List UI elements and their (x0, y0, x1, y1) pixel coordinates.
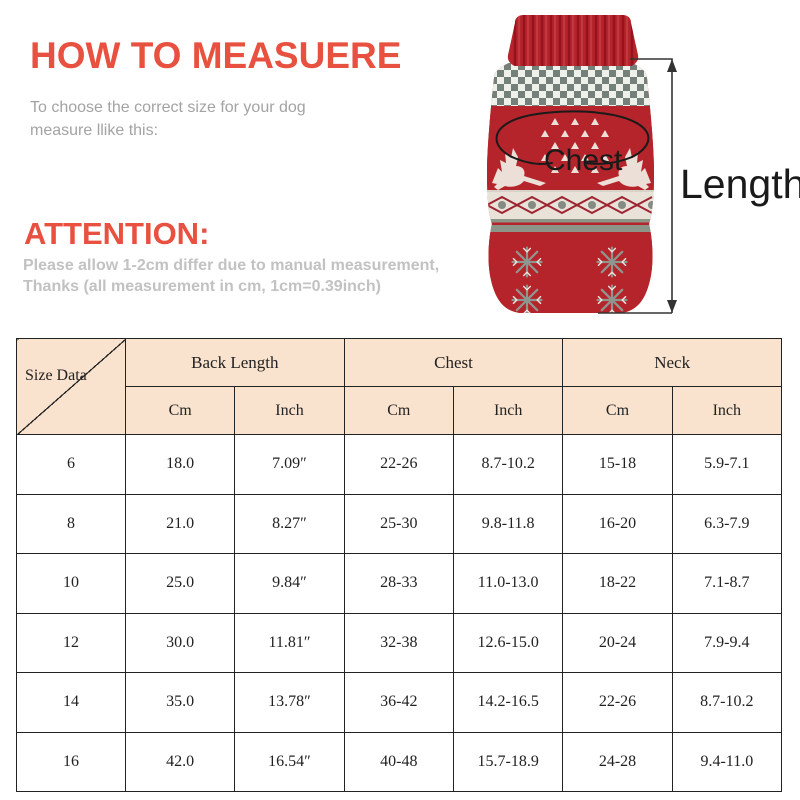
svg-text:Chest: Chest (544, 144, 623, 177)
svg-text:Length: Length (680, 161, 800, 207)
